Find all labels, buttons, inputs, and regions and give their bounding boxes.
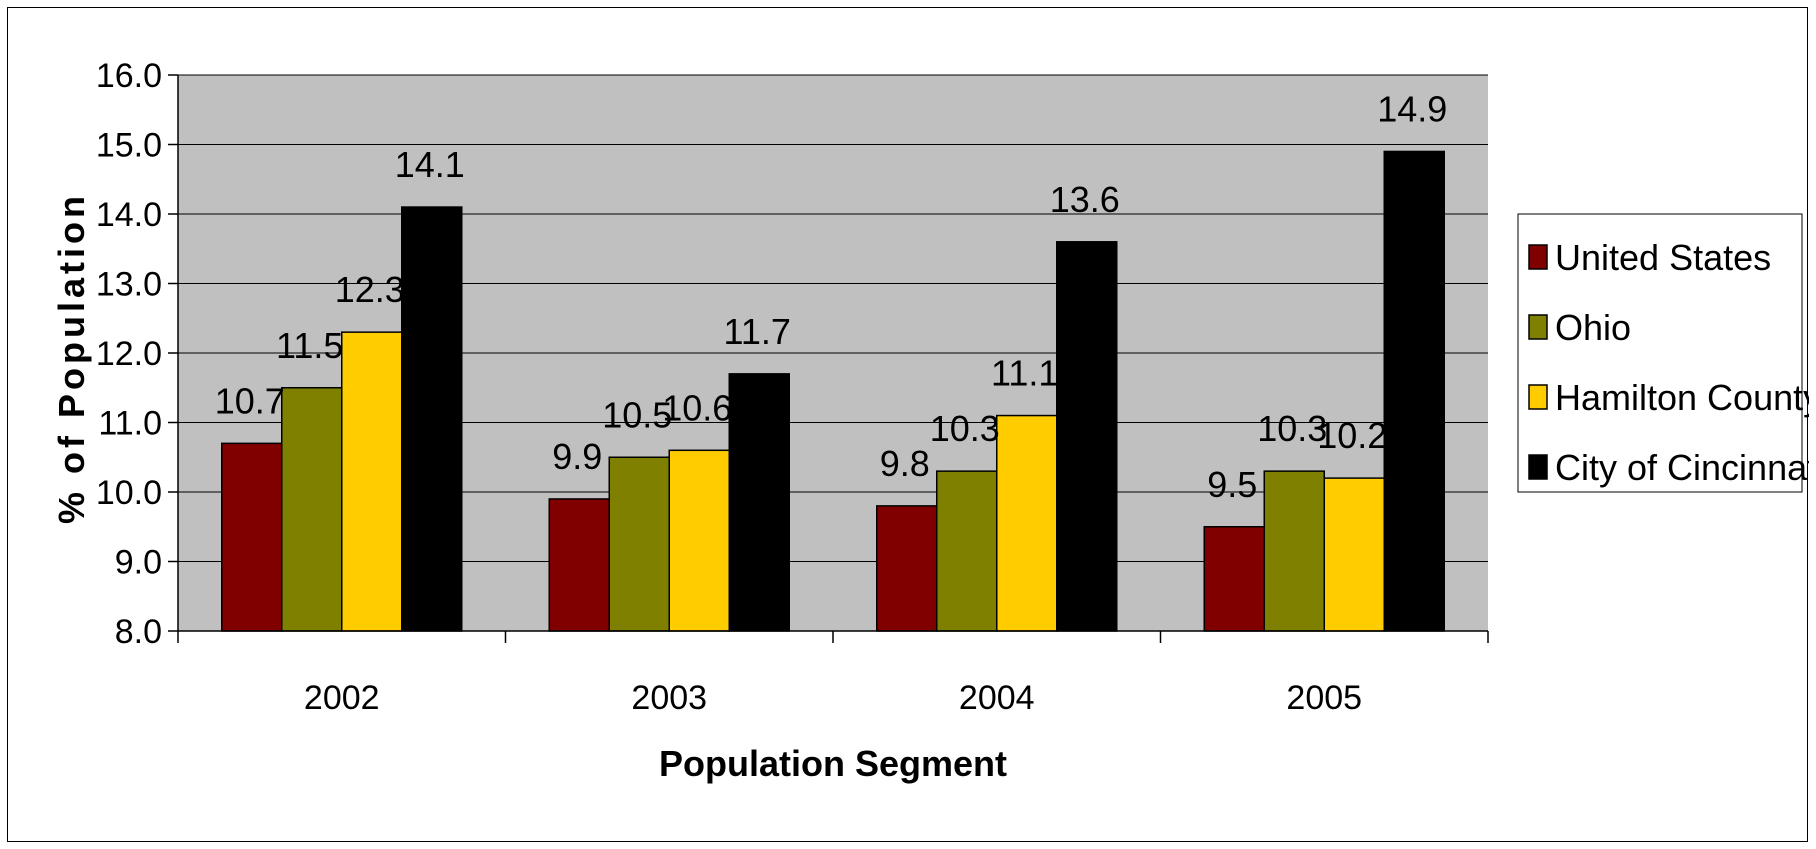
legend-box: [1517, 213, 1803, 493]
data-label: 10.7: [215, 380, 285, 421]
y-tick-label: 13.0: [96, 266, 162, 304]
bar-hamilton-county-2005: [1323, 477, 1385, 632]
data-label: 9.5: [1207, 464, 1257, 505]
legend-swatch: [1528, 454, 1548, 480]
data-label: 12.3: [335, 269, 405, 310]
bar-hamilton-county-2002: [341, 331, 403, 632]
bar-city-of-cincinnati-2002: [401, 206, 463, 632]
bar-united-states-2005: [1203, 526, 1265, 632]
bar-city-of-cincinnati-2004: [1056, 241, 1118, 632]
x-tick-label: 2005: [1286, 679, 1362, 717]
bar-ohio-2004: [936, 470, 998, 632]
x-axis-ticks: 2002 2003 2004 2005: [177, 631, 1489, 717]
data-label: 10.5: [602, 394, 672, 435]
y-tick-label: 12.0: [96, 335, 162, 373]
data-label: 11.1: [991, 353, 1058, 394]
legend-swatch: [1528, 314, 1548, 340]
legend-label: Hamilton County: [1555, 377, 1809, 418]
bar-ohio-2005: [1263, 470, 1325, 632]
data-label: 9.8: [880, 443, 930, 484]
data-label: 10.2: [1317, 415, 1387, 456]
bar-city-of-cincinnati-2003: [728, 373, 790, 632]
bar-united-states-2002: [221, 442, 283, 632]
y-tick-label: 10.0: [96, 474, 162, 512]
legend-label: United States: [1555, 237, 1771, 278]
data-labels: 10.711.512.314.19.910.510.611.79.810.311…: [215, 88, 1448, 504]
x-tick-label: 2004: [959, 679, 1035, 717]
y-tick-label: 16.0: [96, 57, 162, 95]
bar-hamilton-county-2004: [996, 414, 1058, 632]
legend-label: Ohio: [1555, 307, 1631, 348]
data-label: 10.3: [930, 408, 1000, 449]
y-axis-ticks: 8.0 9.0 10.0 11.0 12.0 13.0 14.0 15.0 16.0: [96, 57, 178, 651]
data-label: 9.9: [552, 436, 602, 477]
y-tick-label: 15.0: [96, 127, 162, 165]
legend-label: City of Cincinnati: [1555, 447, 1809, 488]
x-axis-title: Population Segment: [659, 743, 1007, 784]
x-tick-label: 2003: [631, 679, 707, 717]
data-label: 13.6: [1050, 179, 1120, 220]
data-label: 14.1: [395, 144, 465, 185]
legend-swatch: [1528, 244, 1548, 270]
bar-hamilton-county-2003: [668, 449, 730, 632]
legend-swatch: [1528, 384, 1548, 410]
y-tick-label: 14.0: [96, 196, 162, 234]
data-label: 11.5: [276, 325, 343, 366]
bar-united-states-2003: [548, 498, 610, 632]
legend: United States Ohio Hamilton County City of …: [1517, 213, 1809, 493]
data-label: 14.9: [1377, 88, 1447, 129]
x-tick-label: 2002: [304, 679, 380, 717]
bar-united-states-2004: [876, 505, 938, 632]
bar-ohio-2002: [281, 387, 343, 632]
data-label: 10.6: [662, 387, 732, 428]
data-label: 11.7: [724, 311, 791, 352]
chart-frame: 8.0 9.0 10.0 11.0 12.0 13.0 14.0 15.0 16.0 10.7 1…: [7, 7, 1809, 842]
bar-chart: 8.0 9.0 10.0 11.0 12.0 13.0 14.0 15.0 16.0 10.7 1…: [51, 57, 1809, 784]
y-axis-title: % of Population: [51, 192, 92, 524]
y-tick-label: 8.0: [115, 613, 162, 651]
y-tick-label: 9.0: [115, 544, 162, 582]
bar-city-of-cincinnati-2005: [1383, 150, 1445, 632]
data-label: 10.3: [1257, 408, 1327, 449]
bars: [221, 150, 1445, 632]
bar-ohio-2003: [608, 456, 670, 632]
y-tick-label: 11.0: [98, 405, 162, 443]
